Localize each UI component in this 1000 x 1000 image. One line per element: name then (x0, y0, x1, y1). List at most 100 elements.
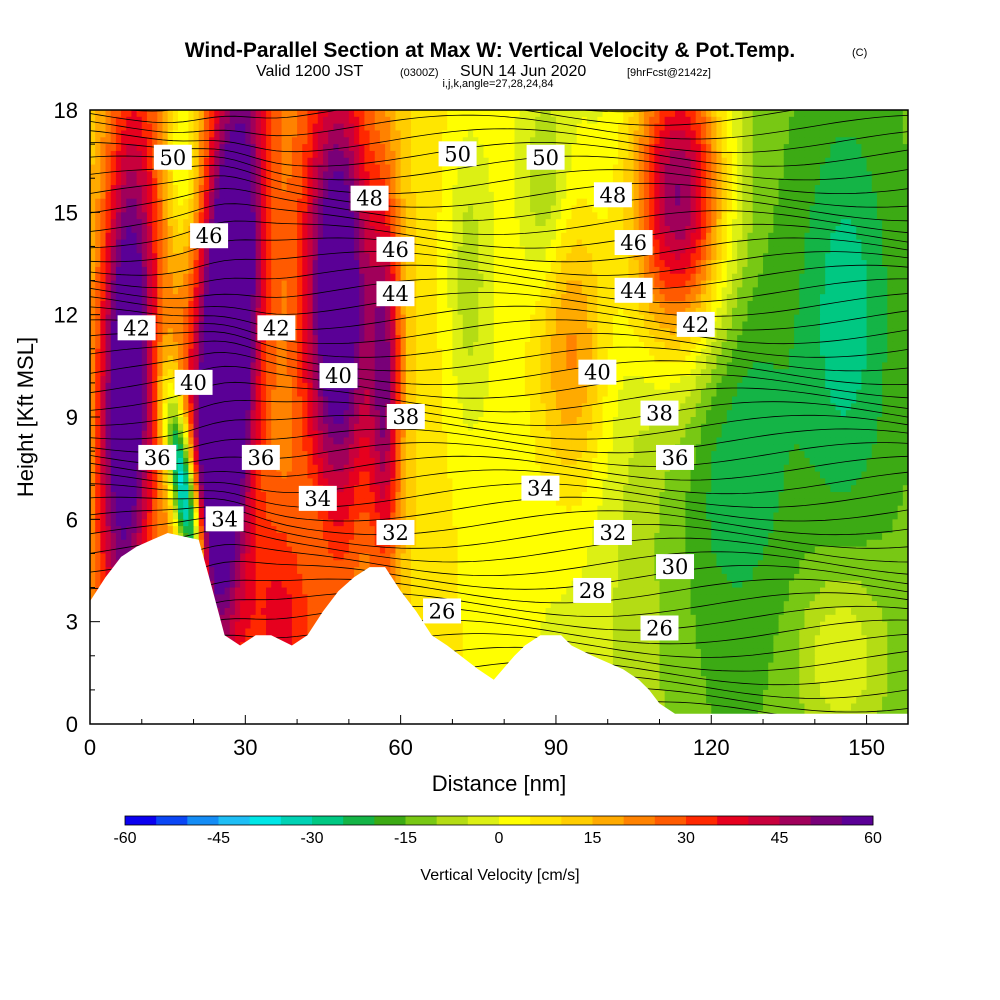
velocity-cell (509, 294, 516, 302)
velocity-cell (731, 294, 738, 302)
velocity-cell (136, 219, 143, 227)
velocity-cell (587, 273, 593, 282)
velocity-cell (514, 225, 521, 234)
velocity-cell (814, 225, 821, 234)
velocity-cell (240, 294, 246, 302)
velocity-cell (706, 266, 712, 275)
velocity-cell (483, 280, 490, 288)
velocity-cell (571, 266, 578, 275)
velocity-cell (390, 321, 397, 329)
velocity-cell (322, 232, 329, 241)
velocity-cell (711, 253, 718, 261)
velocity-cell (612, 314, 619, 323)
velocity-cell (742, 280, 749, 288)
velocity-cell (483, 178, 490, 186)
velocity-cell (312, 164, 319, 172)
velocity-cell (757, 164, 764, 172)
velocity-cell (742, 260, 749, 268)
velocity-cell (726, 191, 733, 200)
velocity-cell (633, 130, 640, 138)
velocity-cell (752, 260, 759, 268)
velocity-cell (757, 246, 764, 254)
velocity-cell (555, 116, 562, 125)
velocity-cell (400, 157, 407, 166)
velocity-cell (726, 219, 733, 227)
velocity-cell (183, 307, 189, 316)
velocity-cell (488, 116, 495, 125)
velocity-cell (152, 246, 158, 254)
velocity-cell (214, 246, 221, 254)
velocity-cell (555, 246, 562, 254)
velocity-cell (550, 171, 557, 179)
velocity-cell (716, 225, 723, 234)
velocity-cell (354, 239, 360, 248)
velocity-cell (162, 185, 169, 193)
velocity-cell (555, 287, 562, 295)
velocity-cell (830, 280, 837, 288)
velocity-cell (136, 280, 143, 288)
velocity-cell (447, 301, 454, 309)
velocity-cell (794, 116, 800, 125)
velocity-cell (416, 123, 422, 132)
velocity-cell (550, 287, 557, 295)
velocity-cell (245, 171, 252, 179)
velocity-cell (333, 307, 340, 316)
velocity-cell (488, 301, 495, 309)
velocity-cell (203, 294, 210, 302)
velocity-cell (897, 123, 904, 132)
velocity-cell (115, 225, 122, 234)
velocity-cell (126, 232, 133, 241)
velocity-cell (835, 110, 842, 118)
velocity-cell (602, 123, 609, 132)
velocity-cell (436, 273, 443, 282)
velocity-cell (95, 157, 101, 166)
velocity-cell (721, 273, 728, 282)
velocity-cell (488, 198, 495, 207)
velocity-cell (747, 219, 754, 227)
velocity-cell (157, 273, 164, 282)
velocity-cell (892, 130, 899, 138)
velocity-cell (348, 157, 355, 166)
velocity-cell (711, 164, 718, 172)
velocity-cell (882, 198, 888, 207)
velocity-cell (752, 130, 759, 138)
velocity-cell (711, 137, 718, 145)
velocity-cell (266, 123, 272, 132)
velocity-cell (224, 307, 231, 316)
velocity-cell (726, 287, 733, 295)
velocity-cell (768, 191, 774, 200)
velocity-cell (146, 253, 153, 261)
velocity-cell (126, 110, 133, 118)
velocity-cell (234, 185, 241, 193)
velocity-cell (421, 232, 428, 241)
velocity-cell (452, 130, 459, 138)
velocity-cell (276, 116, 283, 125)
velocity-cell (519, 232, 526, 241)
velocity-cell (302, 273, 309, 282)
velocity-cell (882, 239, 888, 248)
velocity-cell (281, 232, 288, 241)
velocity-cell (773, 123, 780, 132)
velocity-cell (628, 205, 635, 213)
velocity-cell (902, 239, 908, 248)
velocity-cell (509, 150, 516, 159)
velocity-cell (550, 260, 557, 268)
velocity-cell (654, 191, 661, 200)
velocity-cell (229, 137, 236, 145)
velocity-cell (649, 205, 655, 213)
velocity-cell (628, 273, 635, 282)
velocity-cell (178, 185, 184, 193)
velocity-cell (716, 123, 723, 132)
velocity-cell (545, 260, 552, 268)
velocity-cell (146, 157, 153, 166)
velocity-cell (788, 137, 795, 145)
velocity-cell (499, 294, 505, 302)
velocity-cell (359, 171, 365, 179)
velocity-cell (426, 191, 433, 200)
velocity-cell (343, 116, 350, 125)
velocity-cell (643, 314, 650, 323)
velocity-cell (799, 164, 806, 172)
velocity-cell (545, 198, 552, 207)
velocity-cell (514, 266, 521, 275)
velocity-cell (768, 273, 774, 282)
